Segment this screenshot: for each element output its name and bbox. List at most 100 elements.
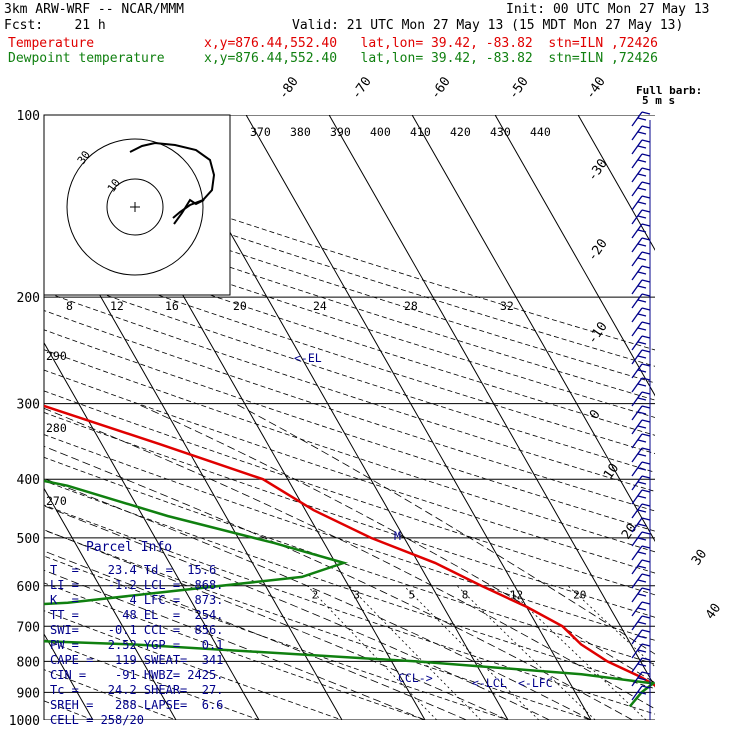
wind-barb-staff: [631, 531, 643, 547]
wind-barb-flag: [641, 237, 651, 241]
dry-adiabat-line: [44, 555, 509, 720]
wind-barb-staff: [631, 363, 643, 379]
wind-barb-staff: [631, 265, 643, 281]
wind-barb-flag: [641, 517, 651, 521]
wind-barb-flag: [641, 587, 651, 591]
el-marker: <-EL: [294, 351, 322, 365]
thickness-label: 24: [313, 299, 327, 313]
mixing-ratio-line: [348, 585, 482, 720]
wind-barb-staff: [631, 545, 643, 561]
wind-barb-staff: [631, 559, 643, 575]
wind-barb-flag: [641, 615, 651, 619]
wind-barb-staff: [631, 601, 643, 617]
mixing-ratio-label: 3: [353, 588, 360, 601]
wind-barb-flag: [641, 685, 651, 689]
barb-key-label: Full barb:: [636, 84, 702, 97]
parcel-info-row: CELL = 258/20: [50, 713, 144, 727]
mixing-ratio-line: [567, 585, 655, 668]
wind-barb-staff: [631, 587, 643, 603]
theta-e-label: 370: [250, 125, 271, 139]
moist-adiabat-line: [44, 505, 550, 720]
wind-barb-flag: [641, 265, 651, 269]
wind-barb-flag: [641, 489, 651, 493]
moist-adiabat-line: [44, 529, 509, 720]
dry-adiabat-line: [44, 272, 655, 473]
isotherm-label-top: -70: [349, 74, 375, 102]
wind-barb-flag: [641, 671, 651, 675]
isotherm-label-right: -10: [585, 319, 611, 347]
wind-barb-flag: [637, 621, 647, 625]
temperature-legend-label: Temperature: [8, 36, 95, 51]
wind-barb-flag: [637, 439, 647, 443]
theta-label: 290: [46, 349, 67, 363]
wind-barb-flag: [637, 495, 647, 499]
wind-barb-flag: [637, 327, 647, 331]
wind-barb-flag: [637, 341, 647, 345]
lcl-marker: <-LCL: [472, 676, 507, 690]
wind-barb-staff: [631, 475, 643, 491]
wind-barb-flag: [641, 153, 651, 157]
wind-barb-flag: [637, 369, 647, 373]
wind-barb-flag: [637, 411, 647, 415]
hodograph-ring-inner: [106, 178, 164, 236]
theta-label: 280: [46, 421, 67, 435]
wind-barb-flag: [637, 257, 647, 261]
parcel-info-row: K = 4 LFC = 873.: [50, 593, 224, 607]
isotherm-line: [44, 341, 260, 720]
theta-e-label: 390: [330, 125, 351, 139]
wind-barb-staff: [631, 419, 643, 435]
wind-barb-staff: [631, 629, 643, 645]
moist-adiabat-line: [235, 403, 655, 655]
thickness-label: 32: [500, 299, 514, 313]
moist-adiabat-line: [44, 407, 655, 710]
mixing-ratio-label: 2: [312, 588, 319, 601]
dry-adiabat-line: [44, 203, 655, 401]
wind-barb-flag: [641, 349, 651, 353]
wind-barb-staff: [631, 111, 643, 127]
wind-barb-flag: [641, 223, 651, 227]
wind-barb-staff: [631, 573, 643, 589]
thickness-label: 8: [66, 299, 73, 313]
moist-adiabat-line: [44, 550, 467, 720]
valid-time: Valid: 21 UTC Mon 27 May 13 (15 MDT Mon …: [292, 18, 684, 33]
wind-barb-staff: [631, 223, 643, 239]
moist-adiabat-line: [44, 569, 426, 720]
pressure-label: 300: [17, 398, 40, 413]
theta-e-label: 440: [530, 125, 551, 139]
wind-barb-staff: [631, 671, 643, 687]
parcel-info-row: CAPE = 119 SWEAT= 341: [50, 653, 224, 667]
wind-barb-flag: [637, 579, 647, 583]
isotherm-label-right: 10: [601, 461, 622, 482]
parcel-info-row: SWI= -0.1 CCL = 856.: [50, 623, 224, 637]
mixing-ratio-line: [307, 585, 438, 720]
wind-barb-staff: [631, 195, 643, 211]
isotherm-label-top: -80: [276, 74, 302, 102]
wind-barb-staff: [631, 643, 643, 659]
dry-adiabat-line: [44, 610, 343, 720]
wind-barb-staff: [631, 433, 643, 449]
wind-barb-staff: [631, 349, 643, 365]
wind-barb-flag: [641, 363, 651, 367]
dewpoint-profile: [44, 479, 655, 708]
wind-barb-staff: [631, 391, 643, 407]
isotherm-line: [0, 115, 10, 720]
theta-e-label: 420: [450, 125, 471, 139]
pressure-label: 900: [17, 686, 40, 701]
wind-barb-flag: [637, 313, 647, 317]
wind-barb-flag: [637, 117, 647, 121]
wind-barb-flag: [637, 481, 647, 485]
mixing-ratio-label: 5: [408, 588, 415, 601]
dry-adiabat-line: [44, 582, 426, 720]
isotherm-line: [245, 115, 592, 720]
hodograph-ring-outer: [66, 138, 204, 276]
thickness-label: 20: [233, 299, 247, 313]
wind-barb-flag: [637, 229, 647, 233]
mixing-ratio-line: [456, 585, 596, 720]
isotherm-label-right: -30: [585, 156, 611, 184]
wind-barb-flag: [637, 607, 647, 611]
wind-barb-staff: [631, 237, 643, 253]
dry-adiabat-line: [44, 310, 655, 512]
wind-barb-flag: [641, 601, 651, 605]
isotherm-line: [44, 487, 177, 720]
wind-barb-flag: [637, 593, 647, 597]
